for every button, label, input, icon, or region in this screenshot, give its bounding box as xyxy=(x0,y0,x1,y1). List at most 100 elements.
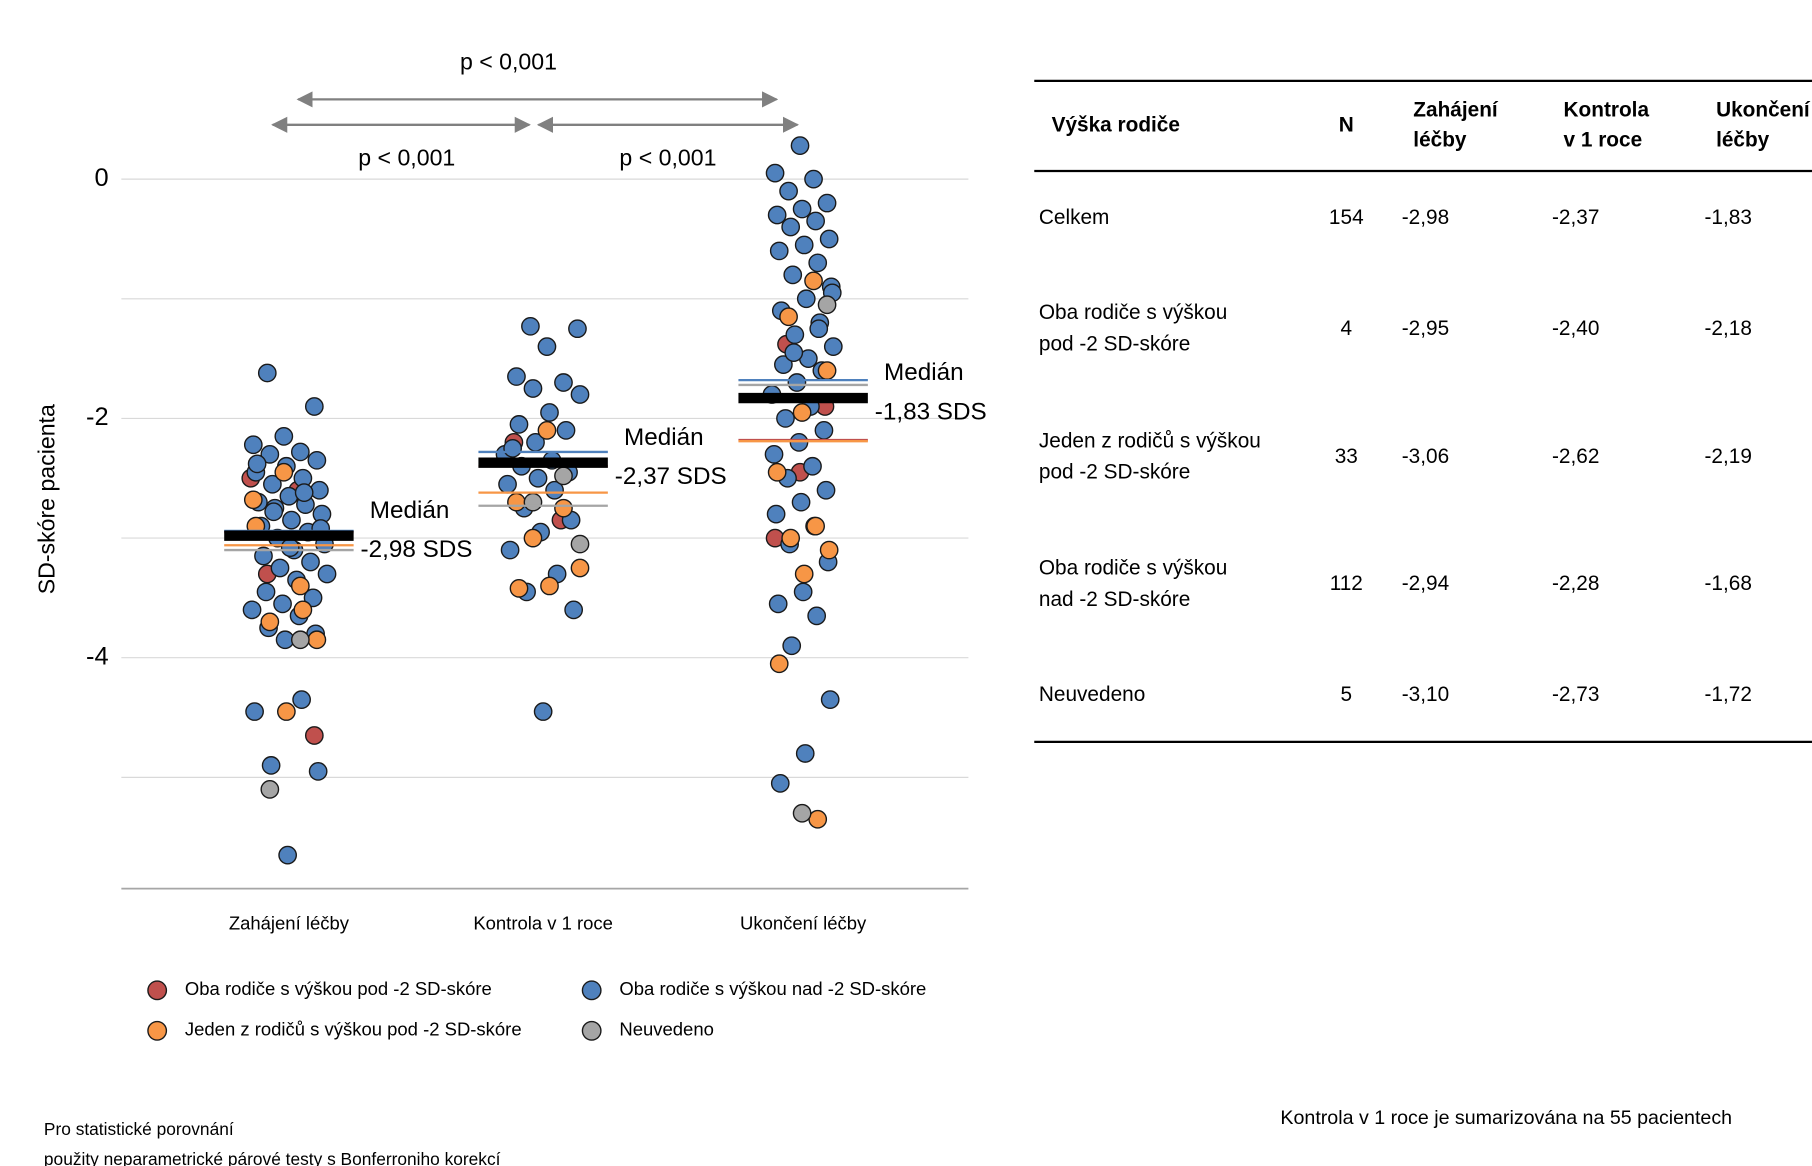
data-point xyxy=(498,474,517,494)
median-label: Medián xyxy=(370,497,450,524)
data-point xyxy=(279,486,299,506)
data-point xyxy=(795,744,815,763)
table-cell: -3,06 xyxy=(1402,445,1449,468)
data-point xyxy=(523,528,543,548)
data-point xyxy=(554,373,573,392)
y-axis-label: SD-skóre pacienta xyxy=(34,404,60,594)
data-point xyxy=(540,403,559,422)
median-value: -2,37 SDS xyxy=(615,463,727,490)
data-point xyxy=(796,289,816,309)
data-point xyxy=(570,385,590,404)
data-point xyxy=(768,594,788,614)
data-point xyxy=(779,181,798,201)
table-cell: Jeden z rodičů s výškou xyxy=(1039,430,1261,453)
y-tick-label: -2 xyxy=(86,403,109,431)
median-value: -1,83 SDS xyxy=(875,399,987,426)
footnote: Pro statistické porovnání xyxy=(44,1119,234,1139)
legend-marker xyxy=(147,980,168,1001)
table-cell: 5 xyxy=(1340,683,1352,706)
data-point xyxy=(806,516,825,536)
data-point xyxy=(270,558,290,578)
x-tick-label: Ukončení léčby xyxy=(740,912,867,933)
data-point xyxy=(537,421,557,440)
legend-label: Oba rodiče s výškou pod -2 SD-skóre xyxy=(185,978,492,999)
data-point xyxy=(779,307,798,327)
table-header: léčby xyxy=(1413,128,1467,151)
y-tick-label: -4 xyxy=(86,642,109,670)
data-point xyxy=(260,444,280,464)
data-point xyxy=(509,578,529,598)
table-cell: -2,98 xyxy=(1402,206,1449,229)
data-point xyxy=(310,480,329,500)
data-point xyxy=(273,594,292,614)
data-point xyxy=(793,582,813,602)
data-point xyxy=(307,450,327,470)
data-point xyxy=(792,403,812,422)
data-point xyxy=(807,606,827,626)
data-point xyxy=(247,454,267,474)
data-point xyxy=(308,762,328,781)
data-point xyxy=(280,538,300,558)
data-point xyxy=(794,564,814,584)
table-cell: -1,83 xyxy=(1705,206,1752,229)
data-point xyxy=(794,235,814,255)
table-cell: -2,94 xyxy=(1402,572,1449,595)
data-point xyxy=(556,421,576,440)
data-point xyxy=(769,654,789,674)
data-point xyxy=(792,199,812,219)
table-cell: Neuvedeno xyxy=(1039,683,1145,706)
data-point xyxy=(301,552,320,572)
table-header: N xyxy=(1339,113,1354,136)
median-value: -2,98 SDS xyxy=(361,536,473,563)
data-point xyxy=(260,779,280,799)
footnote: Kontrola v 1 roce je sumarizována na 55 … xyxy=(1280,1107,1732,1129)
data-point xyxy=(294,483,314,502)
data-point xyxy=(274,462,294,482)
data-point xyxy=(293,600,313,620)
data-point xyxy=(823,337,843,357)
p-value: p < 0,001 xyxy=(358,145,455,171)
median-label: Medián xyxy=(884,359,964,386)
data-point xyxy=(774,355,793,374)
data-point xyxy=(243,490,263,510)
data-point xyxy=(242,600,262,620)
data-point xyxy=(290,630,310,650)
data-point xyxy=(570,534,590,554)
x-tick-label: Zahájení léčby xyxy=(229,912,350,933)
table-cell: 154 xyxy=(1329,206,1364,229)
median-label: Medián xyxy=(624,424,704,451)
legend-marker xyxy=(581,1020,602,1041)
data-point xyxy=(509,415,529,434)
data-point xyxy=(256,582,276,602)
data-point xyxy=(263,474,282,494)
table-cell: 33 xyxy=(1335,445,1358,468)
x-tick-label: Kontrola v 1 roce xyxy=(473,912,613,933)
data-point xyxy=(290,576,310,596)
data-point xyxy=(817,361,837,380)
data-point xyxy=(568,319,587,339)
data-point xyxy=(290,442,310,462)
data-point xyxy=(816,480,836,500)
data-point xyxy=(785,325,805,345)
data-point xyxy=(767,462,787,482)
data-point xyxy=(317,564,337,584)
data-point xyxy=(787,373,807,392)
data-point xyxy=(545,480,564,500)
data-point xyxy=(769,241,789,261)
data-point xyxy=(791,492,811,512)
table-cell: -2,37 xyxy=(1552,206,1599,229)
data-point xyxy=(808,809,828,829)
data-point xyxy=(804,169,823,189)
data-point xyxy=(817,193,837,213)
table-header: Zahájení xyxy=(1413,98,1499,121)
data-point xyxy=(782,636,802,656)
legend-label: Oba rodiče s výškou nad -2 SD-skóre xyxy=(619,978,926,999)
table-cell: 112 xyxy=(1330,572,1363,595)
table-cell: Oba rodiče s výškou xyxy=(1039,557,1227,580)
data-point xyxy=(261,756,281,775)
legend-marker xyxy=(581,980,602,1001)
data-point xyxy=(521,316,540,336)
data-point xyxy=(803,456,822,476)
